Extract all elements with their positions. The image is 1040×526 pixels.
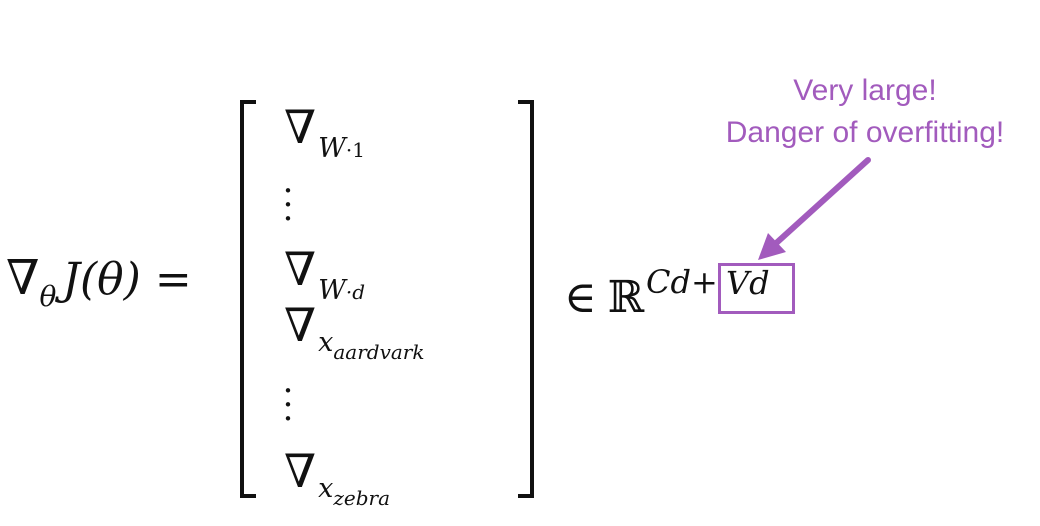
nabla-symbol: ∇ [284,298,317,352]
annotation-line1: Very large! [793,74,937,107]
nabla-symbol: ∇ [6,250,40,306]
reals-symbol: ℝ [607,272,645,323]
vector-entry-w1: ∇W·1 [284,104,365,162]
equation-rhs: ∈ ℝ [564,272,644,323]
vector-entry-wd: ∇W·d [284,246,365,304]
nabla-symbol: ∇ [284,242,317,296]
nabla-symbol: ∇ [284,100,317,154]
entry-subscript-index: zebra [333,486,391,510]
element-of-symbol: ∈ [564,272,597,323]
entry-subscript-base: x [318,473,334,504]
vector-entry-x-aardvark: ∇xaardvark [284,302,424,362]
exponent-boxed-text: Vd [726,264,770,302]
exponent-vd: Vd [726,264,770,302]
right-bracket [518,100,534,498]
entry-subscript-base: W [318,275,346,306]
vertical-dots: · · · [282,171,294,239]
entry-subscript-base: x [318,327,334,358]
highlight-box [718,263,795,314]
nabla-symbol: ∇ [284,444,317,498]
equation-lhs: ∇θ J(θ) = [6,250,192,313]
left-bracket [240,100,256,498]
entry-subscript-index: aardvark [333,340,425,364]
annotation-text: Very large! Danger of overfitting! [700,70,1030,154]
entry-subscript-base: W [318,133,346,164]
entry-subscript-index: ·1 [345,138,365,162]
exponent-cd: Cd+ [646,263,718,301]
entry-subscript-index: ·d [345,280,366,304]
annotation-line2: Danger of overfitting! [725,116,1005,149]
lhs-body: J(θ) = [62,254,192,305]
vertical-dots: · · · [282,371,294,439]
theta-subscript: θ [39,280,57,313]
exponent-left-text: Cd+ [646,263,718,301]
vector-entry-x-zebra: ∇xzebra [284,448,390,508]
